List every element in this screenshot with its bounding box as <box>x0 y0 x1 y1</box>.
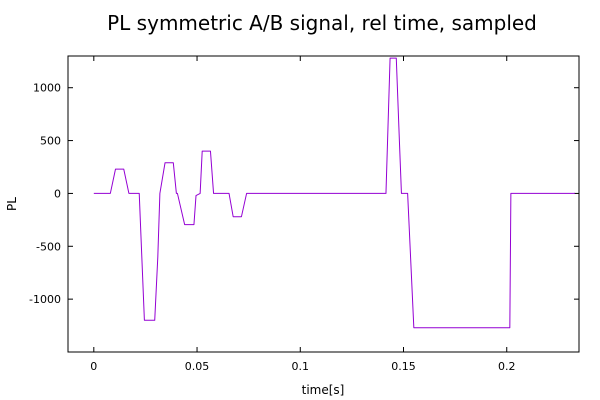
y-axis-label: PL <box>5 197 19 211</box>
x-tick-label: 0.1 <box>292 360 310 373</box>
y-tick-label: -1000 <box>29 293 61 306</box>
x-axis-label: time[s] <box>302 383 345 397</box>
y-axis-ticks: -1000 -500 0 500 1000 <box>29 82 579 306</box>
x-tick-label: 0.2 <box>498 360 516 373</box>
chart-title: PL symmetric A/B signal, rel time, sampl… <box>107 11 537 35</box>
x-tick-label: 0.05 <box>185 360 210 373</box>
y-tick-label: -500 <box>36 240 61 253</box>
x-tick-label: 0 <box>90 360 97 373</box>
y-tick-label: 500 <box>40 135 61 148</box>
x-axis-ticks: 0 0.05 0.1 0.15 0.2 <box>90 56 515 373</box>
x-tick-label: 0.15 <box>391 360 416 373</box>
y-tick-label: 1000 <box>33 82 61 95</box>
y-tick-label: 0 <box>54 187 61 200</box>
series-line <box>93 57 575 329</box>
series-layer <box>93 57 575 329</box>
plot-frame <box>67 55 580 353</box>
